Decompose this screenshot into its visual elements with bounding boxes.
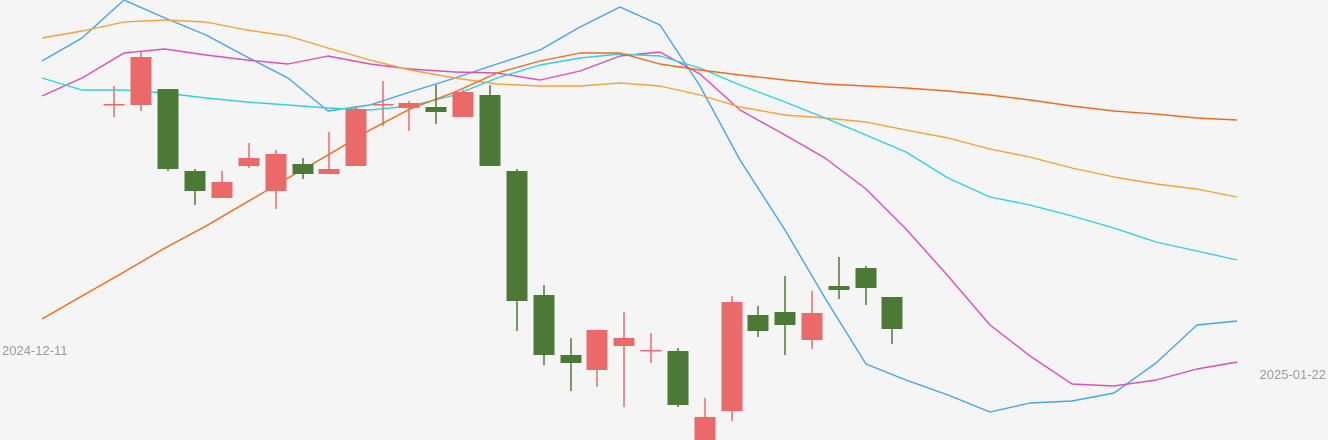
candle-body: [881, 297, 903, 329]
candle-22: [667, 348, 689, 407]
candle-body: [801, 313, 823, 340]
candle-body: [103, 104, 125, 106]
candle-4: [184, 169, 206, 205]
candle-23: [694, 398, 716, 440]
candle-26: [774, 276, 796, 355]
candle-body: [774, 312, 796, 325]
candle-body: [533, 295, 555, 355]
candle-25: [747, 306, 769, 337]
candle-16: [506, 169, 528, 331]
candle-1: [103, 86, 125, 117]
candle-body: [238, 158, 260, 166]
ma-line-ma-cyan: [41, 53, 1238, 261]
candle-body: [372, 104, 394, 106]
candle-body: [345, 109, 367, 166]
candle-7: [265, 150, 287, 209]
candle-20: [613, 312, 635, 407]
candle-body: [855, 268, 877, 288]
ma-line-ma-orange-light: [41, 19, 1238, 198]
candle-body: [130, 57, 152, 105]
candle-body: [721, 302, 743, 411]
ma-line-ma-orange-dark: [41, 52, 1238, 320]
candle-body: [184, 171, 206, 191]
candle-5: [211, 171, 233, 198]
ma-line-ma-magenta: [41, 48, 1238, 387]
candle-14: [452, 90, 474, 117]
candle-body: [452, 92, 474, 117]
candle-body: [157, 89, 179, 169]
candle-10: [345, 106, 367, 166]
candle-13: [425, 85, 447, 124]
candle-body: [667, 351, 689, 405]
candle-30: [881, 297, 903, 344]
candle-body: [613, 338, 635, 346]
candle-body: [586, 330, 608, 370]
candle-body: [479, 95, 501, 166]
candle-24: [721, 296, 743, 421]
candle-body: [398, 103, 420, 108]
candle-11: [372, 81, 394, 126]
candle-21: [640, 333, 662, 363]
candle-2: [130, 52, 152, 111]
candle-12: [398, 101, 420, 131]
ma-line-ma-blue: [41, 0, 1238, 413]
candle-body: [506, 171, 528, 301]
x-axis-start-label: 2024-12-11: [2, 343, 68, 358]
candle-9: [318, 132, 340, 174]
candle-body: [211, 182, 233, 198]
candle-8: [292, 158, 314, 179]
candle-body: [292, 164, 314, 174]
candle-27: [801, 291, 823, 349]
candle-17: [533, 285, 555, 365]
candle-body: [694, 417, 716, 440]
candle-6: [238, 143, 260, 168]
candle-body: [560, 355, 582, 363]
candle-18: [560, 338, 582, 391]
candle-body: [425, 107, 447, 112]
candle-body: [265, 154, 287, 191]
candle-15: [479, 85, 501, 166]
candle-28: [828, 257, 850, 299]
candle-body: [318, 169, 340, 174]
x-axis-end-label: 2025-01-22: [1259, 367, 1327, 382]
candle-body: [828, 286, 850, 290]
candle-body: [640, 350, 662, 352]
candle-body: [747, 315, 769, 331]
candle-29: [855, 266, 877, 305]
candle-3: [157, 89, 179, 171]
candle-19: [586, 330, 608, 387]
